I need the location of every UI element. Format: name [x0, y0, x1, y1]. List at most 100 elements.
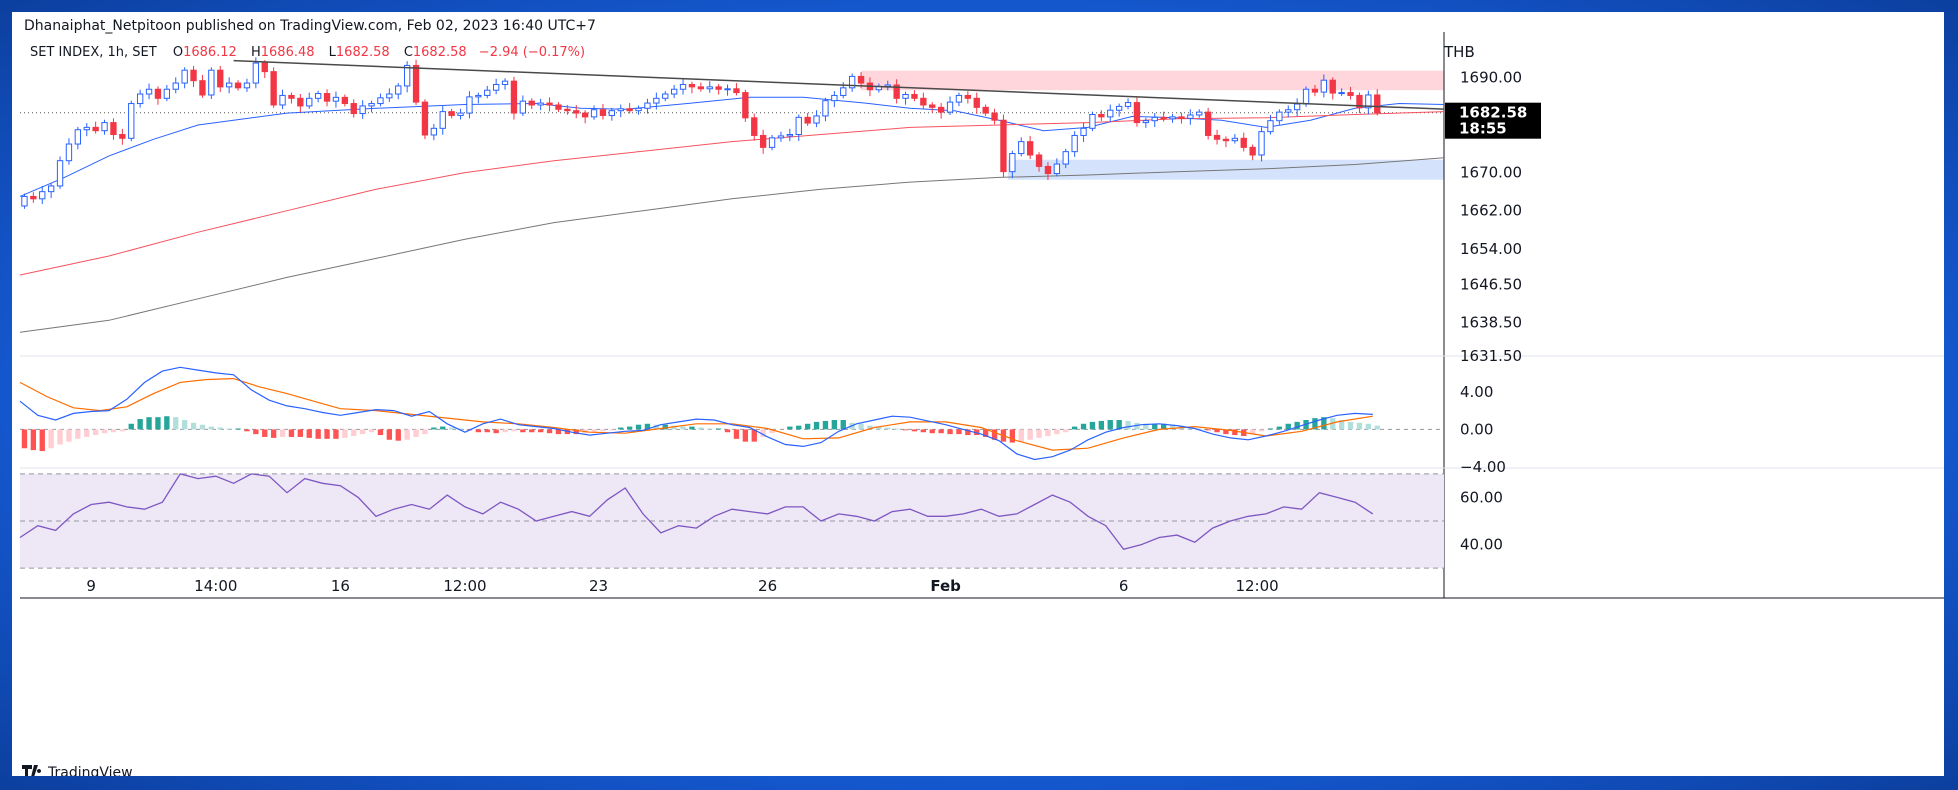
candle-up: [670, 88, 678, 95]
macd-histogram-bar: [662, 424, 668, 430]
candle-down: [119, 134, 126, 139]
macd-histogram-bar: [493, 429, 499, 434]
candle-up: [795, 116, 802, 136]
macd-histogram-bar: [137, 419, 143, 430]
macd-histogram-bar: [724, 429, 731, 433]
macd-histogram-bar: [911, 429, 918, 432]
low-label: L: [329, 45, 337, 60]
macd-histogram-bar: [920, 429, 927, 433]
candle-down: [893, 84, 900, 99]
macd-histogram-bar: [1107, 420, 1113, 430]
candle-up: [537, 102, 544, 106]
macd-histogram-bar: [475, 429, 482, 433]
candle-up: [492, 83, 500, 91]
macd-histogram-bar: [1196, 428, 1202, 430]
close-label: C: [404, 45, 413, 60]
symbol-label[interactable]: SET INDEX, 1h, SET: [30, 45, 157, 60]
ohlc-legend[interactable]: SET INDEX, 1h, SET O1686.12 H1686.48 L16…: [30, 45, 585, 60]
macd-histogram-bar: [1365, 423, 1372, 430]
macd-histogram-bar: [858, 423, 864, 430]
zone-layer: [861, 70, 1444, 180]
time-tick-label: 9: [86, 577, 96, 595]
candle-down: [733, 88, 740, 94]
tradingview-logo[interactable]: TradingView: [22, 765, 133, 781]
macd-histogram-bar: [235, 428, 241, 430]
macd-histogram-bar: [769, 429, 775, 434]
chart-canvas: 1690.001670.001662.001654.001646.501638.…: [19, 18, 1944, 781]
macd-histogram-bar: [626, 426, 633, 430]
macd-histogram-bar: [680, 426, 686, 430]
candle-down: [1160, 116, 1167, 120]
macd-histogram-bar: [101, 429, 108, 434]
macd-histogram-bar: [395, 429, 401, 441]
macd-histogram-bar: [484, 429, 490, 433]
candle-up: [946, 101, 954, 113]
candle-down: [857, 75, 865, 84]
candle-up: [617, 108, 624, 112]
macd-layer: [19, 366, 1444, 461]
macd-histogram-bar: [974, 429, 980, 436]
macd-histogram-bar: [119, 429, 126, 432]
macd-histogram-bar: [867, 425, 873, 430]
candle-down: [1213, 134, 1221, 140]
candle-down: [1035, 154, 1043, 167]
candle-up: [56, 160, 64, 187]
macd-histogram-bar: [21, 429, 28, 449]
macd-histogram-bar: [1089, 421, 1096, 430]
candle-down: [982, 106, 989, 114]
macd-histogram-bar: [537, 429, 544, 433]
candle-up: [145, 88, 153, 95]
candle-up: [840, 87, 847, 96]
macd-histogram-bar: [413, 429, 419, 437]
macd-histogram-bar: [689, 426, 695, 430]
macd-histogram-bar: [635, 424, 642, 430]
open-label: O: [173, 45, 183, 60]
candle-down: [510, 80, 518, 114]
time-tick-label: 16: [331, 577, 350, 595]
candle-down: [154, 88, 162, 99]
macd-histogram-bar: [1063, 429, 1069, 433]
candle-down: [261, 62, 268, 73]
macd-histogram-bar: [876, 426, 882, 430]
candle-up: [457, 112, 464, 116]
macd-histogram-bar: [324, 429, 330, 439]
candle-down: [92, 126, 99, 132]
candle-down: [190, 69, 197, 82]
price-tick-label: 1638.50: [1460, 314, 1522, 332]
macd-histogram-bar: [342, 429, 348, 438]
macd-tick-label: 4.00: [1460, 383, 1493, 401]
macd-histogram-bar: [1249, 429, 1256, 435]
macd-histogram-bar: [253, 429, 259, 435]
candle-up: [1053, 163, 1061, 175]
macd-histogram-bar: [902, 429, 909, 431]
candle-down: [1204, 111, 1212, 136]
high-value: 1686.48: [261, 45, 315, 60]
candle-up: [706, 86, 713, 90]
candle-up: [1089, 113, 1096, 129]
macd-histogram-bar: [57, 429, 63, 445]
candle-down: [1044, 165, 1052, 175]
change-value: −2.94 (−0.17%): [479, 45, 585, 60]
candle-down: [973, 97, 980, 108]
candle-up: [1320, 79, 1328, 93]
candle-up: [1124, 102, 1132, 107]
macd-histogram-bar: [66, 429, 72, 442]
close-value: 1682.58: [413, 45, 467, 60]
bar-countdown: 18:55: [1459, 120, 1507, 138]
candle-up: [1338, 92, 1345, 95]
moving-average-mid: [19, 111, 1445, 276]
macd-histogram-bar: [698, 427, 704, 430]
candle-down: [555, 104, 562, 110]
publisher-line: Dhanaiphat_Netpitoon published on Tradin…: [24, 18, 596, 34]
macd-histogram-bar: [671, 425, 677, 430]
macd-histogram-bar: [92, 429, 99, 436]
macd-histogram-bar: [618, 427, 624, 430]
macd-histogram-bar: [1036, 429, 1042, 438]
macd-histogram-bar: [30, 429, 37, 451]
candle-down: [1347, 92, 1354, 96]
macd-histogram-bar: [982, 429, 989, 437]
time-tick-label: 26: [758, 577, 777, 595]
last-price-tag: [1445, 102, 1541, 139]
candle-down: [448, 111, 455, 116]
macd-histogram-bar: [733, 429, 740, 439]
